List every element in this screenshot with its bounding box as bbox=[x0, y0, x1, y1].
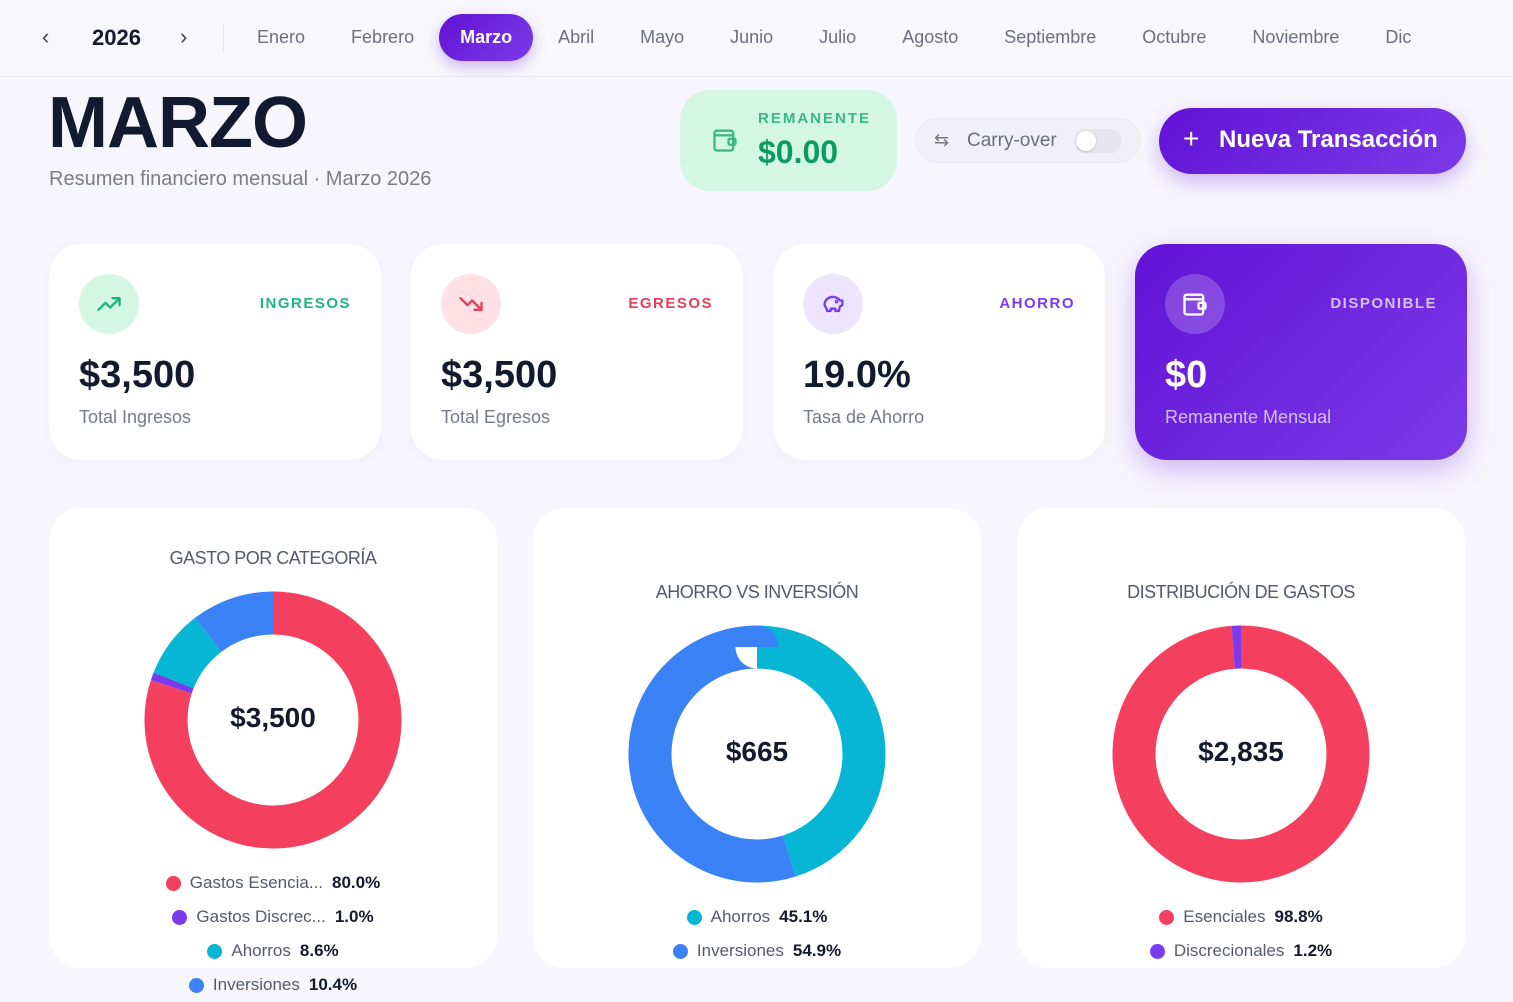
donut-center-value: $665 bbox=[725, 736, 789, 767]
tab-month-octubre[interactable]: Octubre bbox=[1142, 27, 1207, 47]
tab-month-julio[interactable]: Julio bbox=[819, 27, 857, 47]
chart-legend: Ahorros 45.1% Inversiones 54.9% bbox=[533, 900, 981, 968]
stat-card-disponible: DISPONIBLE $0 Remanente Mensual bbox=[1135, 244, 1467, 460]
chart-title: AHORRO VS INVERSIÓN bbox=[655, 582, 859, 602]
legend-item: Inversiones 10.4% bbox=[49, 968, 497, 1002]
plus-icon: + bbox=[1183, 123, 1200, 154]
donut-slice-inversiones[interactable] bbox=[144, 591, 402, 849]
chevron-left-icon[interactable]: ‹ bbox=[42, 24, 50, 49]
legend-dot bbox=[686, 909, 702, 925]
chevron-right-icon[interactable]: › bbox=[180, 24, 188, 49]
stat-description: Total Ingresos bbox=[79, 407, 192, 427]
stat-description: Tasa de Ahorro bbox=[803, 407, 925, 427]
chart-legend: Esenciales 98.8% Discrecionales 1.2% bbox=[1017, 900, 1465, 968]
tab-month-dic[interactable]: Dic bbox=[1385, 27, 1412, 47]
stat-description: Total Egresos bbox=[441, 407, 551, 427]
trending-down-icon bbox=[441, 274, 501, 334]
stat-value: $0 bbox=[1165, 354, 1208, 396]
legend-label: Ahorros bbox=[710, 907, 771, 926]
divider bbox=[223, 24, 224, 52]
tab-month-febrero[interactable]: Febrero bbox=[351, 27, 415, 47]
remanente-badge: REMANENTE $0.00 bbox=[680, 90, 897, 191]
donut-center-value: $2,835 bbox=[1198, 736, 1284, 767]
year-label: 2026 bbox=[92, 25, 141, 50]
donut-slice-discrecionales[interactable] bbox=[1112, 625, 1370, 883]
legend-percent: 98.8% bbox=[1274, 907, 1323, 926]
stat-description: Remanente Mensual bbox=[1165, 407, 1332, 427]
tab-month-abril[interactable]: Abril bbox=[558, 27, 595, 47]
legend-item: Esenciales 98.8% bbox=[1017, 900, 1465, 934]
chart-title: GASTO POR CATEGORÍA bbox=[169, 548, 377, 568]
remanente-label: REMANENTE bbox=[758, 110, 872, 127]
page-subtitle: Resumen financiero mensual · Marzo 2026 bbox=[49, 168, 432, 190]
tab-month-mayo[interactable]: Mayo bbox=[640, 27, 685, 47]
legend-percent: 45.1% bbox=[779, 907, 828, 926]
legend-label: Gastos Discrec... bbox=[196, 907, 326, 926]
tab-month-noviembre[interactable]: Noviembre bbox=[1252, 27, 1340, 47]
stat-label: EGRESOS bbox=[628, 295, 713, 312]
legend-percent: 1.2% bbox=[1293, 941, 1333, 960]
remanente-value: $0.00 bbox=[758, 134, 839, 170]
stat-label: DISPONIBLE bbox=[1330, 295, 1437, 312]
tab-month-agosto[interactable]: Agosto bbox=[902, 27, 959, 47]
legend-percent: 80.0% bbox=[332, 873, 381, 892]
new-transaction-button[interactable]: + Nueva Transacción bbox=[1159, 108, 1466, 174]
legend-dot bbox=[172, 909, 188, 925]
legend-label: Inversiones bbox=[696, 941, 784, 960]
tab-month-marzo[interactable]: Marzo bbox=[439, 14, 534, 61]
page-title: MARZO bbox=[48, 83, 308, 163]
legend-label: Inversiones bbox=[212, 975, 300, 994]
swap-arrows-icon: ⇆ bbox=[934, 130, 950, 150]
stat-value: $3,500 bbox=[441, 354, 558, 396]
toggle-knob bbox=[1076, 131, 1096, 151]
carry-over-toggle[interactable]: ⇆ Carry-over bbox=[915, 118, 1141, 163]
legend-dot bbox=[1159, 909, 1175, 925]
legend-item: Gastos Discrec... 1.0% bbox=[49, 900, 497, 934]
legend-label: Discrecionales bbox=[1173, 941, 1285, 960]
legend-percent: 10.4% bbox=[308, 975, 358, 994]
donut-chart bbox=[1112, 625, 1370, 883]
toggle-switch[interactable] bbox=[1074, 129, 1122, 153]
legend-dot bbox=[165, 875, 181, 891]
chart-title: DISTRIBUCIÓN DE GASTOS bbox=[1127, 582, 1355, 602]
donut-chart bbox=[144, 591, 402, 849]
chart-card-1: AHORRO VS INVERSIÓN $665 Ahorros 45.1% Inver… bbox=[533, 508, 981, 968]
stat-label: AHORRO bbox=[999, 295, 1075, 312]
stat-value: 19.0% bbox=[803, 354, 911, 396]
carry-over-label: Carry-over bbox=[967, 130, 1057, 151]
month-navigation-bar: ‹ 2026 › Enero Febrero Marzo Abril Mayo Junio… bbox=[0, 0, 1513, 77]
donut-slice-inversiones[interactable] bbox=[628, 625, 886, 883]
stat-card-ahorro: AHORRO 19.0% Tasa de Ahorro bbox=[773, 244, 1105, 460]
chart-card-0: GASTO POR CATEGORÍA $3,500 Gastos Esencia.… bbox=[49, 508, 497, 994]
wallet-icon bbox=[1165, 274, 1225, 334]
legend-percent: 54.9% bbox=[792, 941, 842, 960]
legend-item: Gastos Esencia... 80.0% bbox=[49, 866, 497, 900]
tab-month-septiembre[interactable]: Septiembre bbox=[1004, 27, 1097, 47]
legend-item: Ahorros 45.1% bbox=[533, 900, 981, 934]
legend-label: Gastos Esencia... bbox=[189, 873, 324, 892]
legend-percent: 1.0% bbox=[334, 907, 374, 926]
tab-month-enero[interactable]: Enero bbox=[257, 27, 306, 47]
donut-chart bbox=[628, 625, 886, 883]
piggy-bank-icon bbox=[803, 274, 863, 334]
new-transaction-label: Nueva Transacción bbox=[1219, 126, 1438, 153]
legend-dot bbox=[188, 977, 204, 993]
stat-card-ingresos: INGRESOS $3,500 Total Ingresos bbox=[49, 244, 381, 460]
legend-percent: 8.6% bbox=[299, 941, 339, 960]
legend-label: Esenciales bbox=[1183, 907, 1266, 926]
legend-item: Ahorros 8.6% bbox=[49, 934, 497, 968]
legend-item: Inversiones 54.9% bbox=[533, 934, 981, 968]
legend-label: Ahorros bbox=[231, 941, 291, 960]
legend-item: Discrecionales 1.2% bbox=[1017, 934, 1465, 968]
trending-up-icon bbox=[79, 274, 139, 334]
stat-card-egresos: EGRESOS $3,500 Total Egresos bbox=[411, 244, 743, 460]
tab-month-junio[interactable]: Junio bbox=[730, 27, 774, 47]
donut-center-value: $3,500 bbox=[230, 702, 316, 733]
stat-label: INGRESOS bbox=[259, 295, 351, 312]
wallet-icon bbox=[713, 129, 737, 152]
chart-card-2: DISTRIBUCIÓN DE GASTOS $2,835 Esenciales 98… bbox=[1017, 508, 1465, 968]
month-tabs: Enero Febrero Marzo Abril Mayo Junio Julio Agos… bbox=[236, 14, 1436, 61]
chart-legend: Gastos Esencia... 80.0% Gastos Discrec... 1… bbox=[49, 866, 497, 1002]
stat-value: $3,500 bbox=[79, 354, 196, 396]
